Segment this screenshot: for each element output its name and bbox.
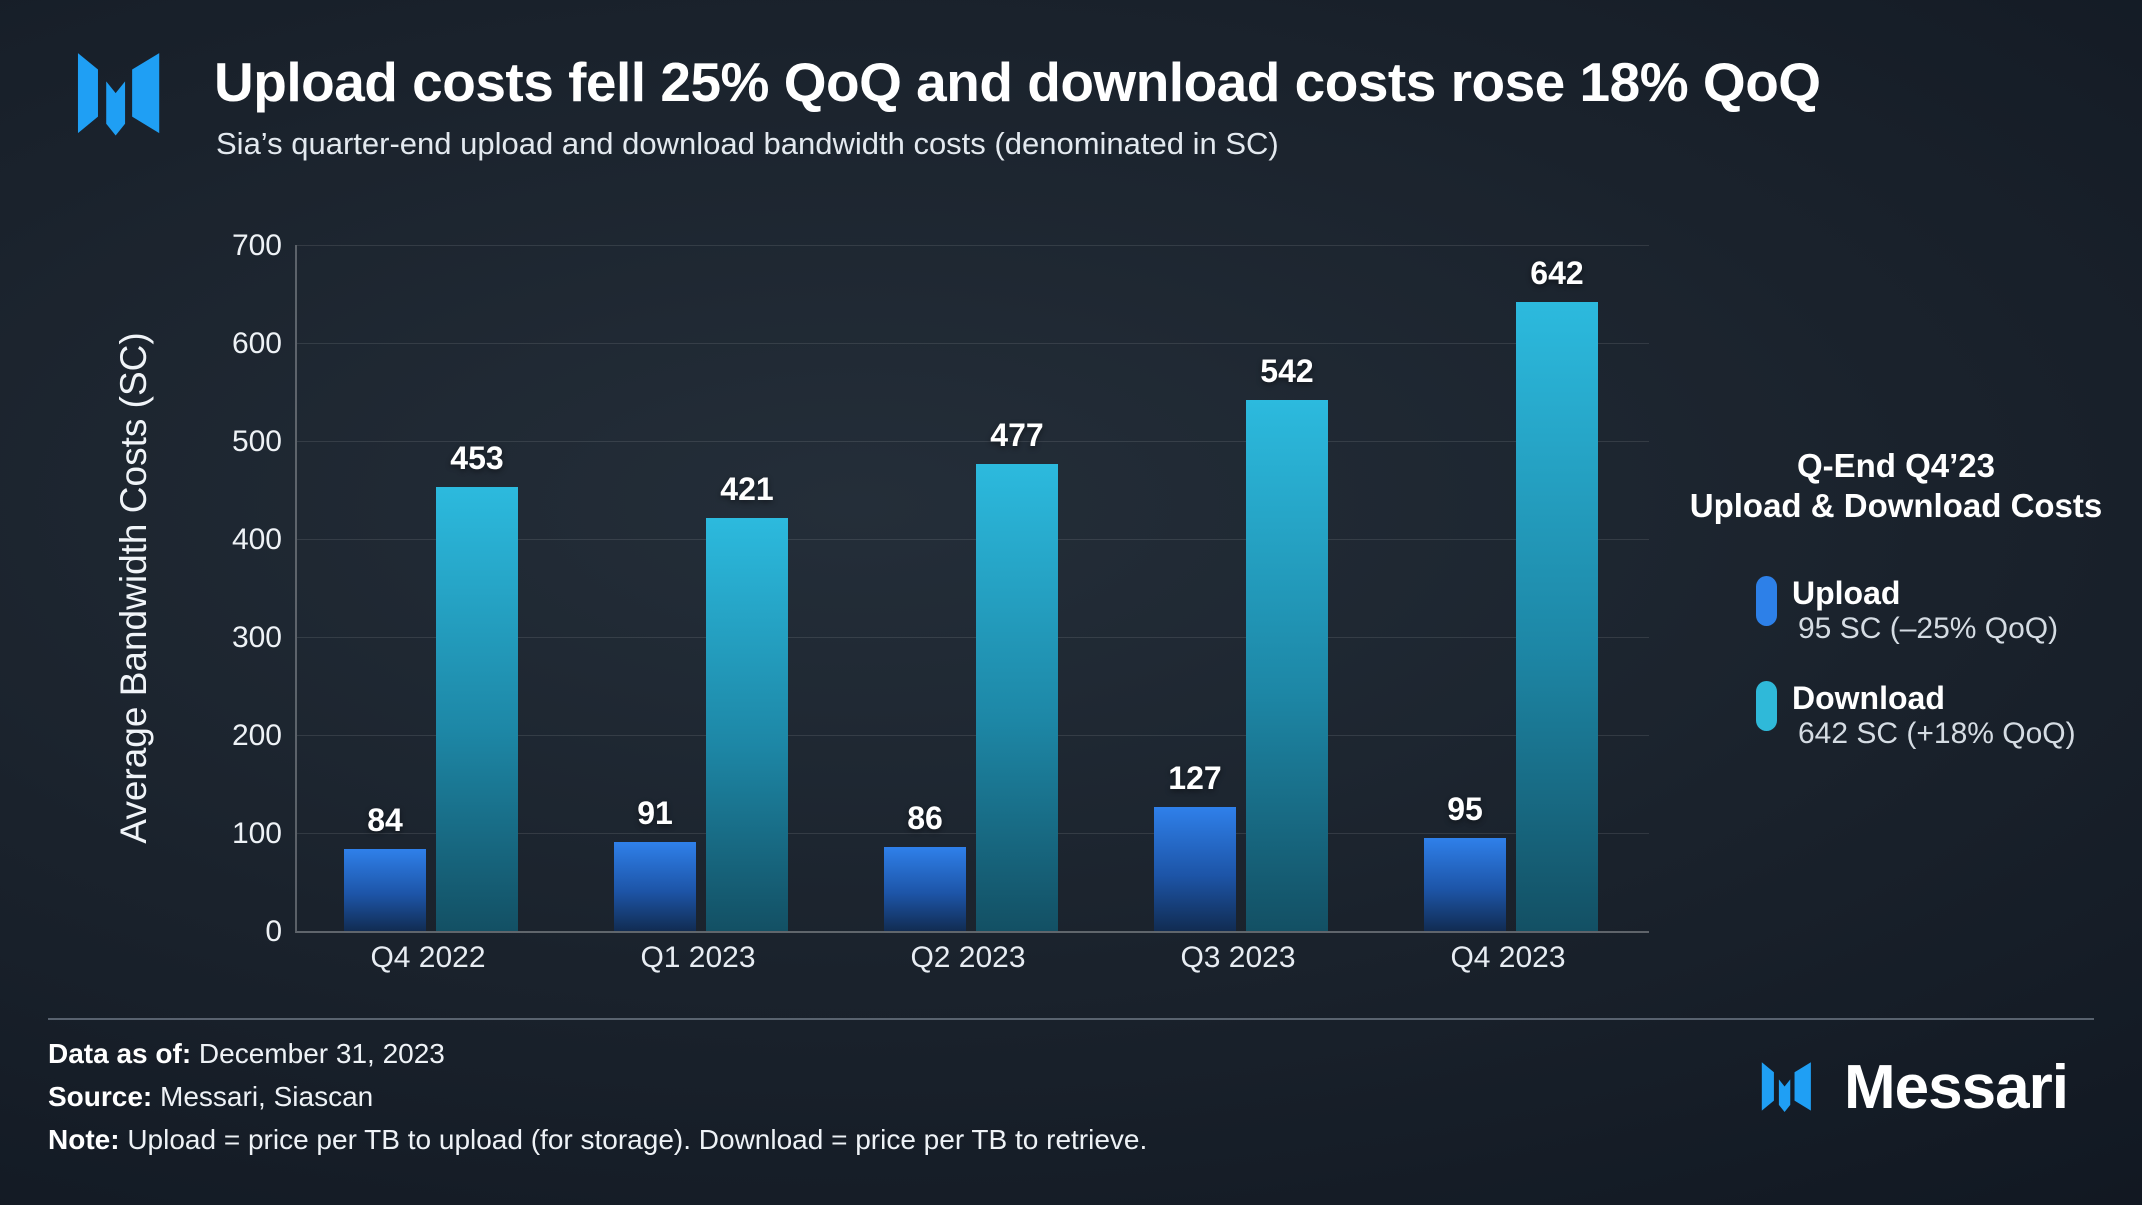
- bar-value-label: 542: [1260, 353, 1314, 389]
- data-as-of-value: December 31, 2023: [191, 1038, 445, 1069]
- bar-chart-plot-area: 84 453 91 421 86 477 127 542 95 642: [295, 245, 1649, 933]
- legend-upload-label: Upload: [1792, 575, 1901, 611]
- y-tick-label: 700: [231, 229, 282, 262]
- bar-value-label: 642: [1530, 255, 1584, 291]
- y-gridline: [297, 637, 1649, 638]
- y-tick-label: 0: [265, 915, 282, 948]
- note-label: Note:: [48, 1124, 120, 1155]
- legend-item-upload: Upload 95 SC (–25% QoQ): [1756, 576, 2058, 646]
- messari-logo-icon: [1761, 1062, 1811, 1113]
- upload-swatch-icon: [1756, 576, 1777, 626]
- x-tick-label: Q4 2023: [1450, 941, 1566, 974]
- legend-upload-detail: 95 SC (–25% QoQ): [1798, 612, 2059, 645]
- legend-item-download: Download 642 SC (+18% QoQ): [1756, 681, 2076, 751]
- y-tick-label: 100: [231, 817, 282, 850]
- bar-value-label: 127: [1168, 760, 1222, 796]
- y-tick-label: 400: [231, 523, 282, 556]
- page-title: Upload costs fell 25% QoQ and download c…: [214, 51, 1821, 113]
- footer-divider: [48, 1018, 2094, 1020]
- download-bar: [976, 464, 1058, 931]
- download-bar: [706, 518, 788, 931]
- bar-value-label: 91: [637, 795, 673, 831]
- source-line: Source: Messari, Siascan: [48, 1075, 1147, 1118]
- source-value: Messari, Siascan: [152, 1081, 374, 1112]
- y-tick-label: 300: [231, 621, 282, 654]
- download-swatch-icon: [1756, 681, 1777, 731]
- note-value: Upload = price per TB to upload (for sto…: [119, 1124, 1148, 1155]
- bar-value-label: 84: [367, 802, 403, 838]
- x-tick-label: Q3 2023: [1180, 941, 1296, 974]
- y-gridline: [297, 343, 1649, 344]
- footer-notes: Data as of: December 31, 2023 Source: Me…: [48, 1032, 1147, 1161]
- y-axis-title: Average Bandwidth Costs (SC): [113, 332, 154, 844]
- x-tick-label: Q4 2022: [370, 941, 486, 974]
- upload-bar: [1424, 838, 1506, 931]
- data-as-of-line: Data as of: December 31, 2023: [48, 1032, 1147, 1075]
- legend-download-detail: 642 SC (+18% QoQ): [1798, 717, 2076, 750]
- y-gridline: [297, 441, 1649, 442]
- legend-item-text: Download 642 SC (+18% QoQ): [1792, 681, 2076, 751]
- bar-value-label: 453: [450, 440, 504, 476]
- download-bar: [1246, 400, 1328, 931]
- upload-bar: [614, 842, 696, 931]
- x-tick-label: Q1 2023: [640, 941, 756, 974]
- legend-download-label: Download: [1792, 680, 1945, 716]
- y-tick-label: 600: [231, 327, 282, 360]
- upload-bar: [884, 847, 966, 931]
- messari-wordmark: Messari: [1844, 1053, 2069, 1122]
- note-line: Note: Upload = price per TB to upload (f…: [48, 1118, 1147, 1161]
- bar-value-label: 477: [990, 417, 1044, 453]
- upload-bar: [1154, 807, 1236, 931]
- y-tick-label: 200: [231, 719, 282, 752]
- download-bar: [1516, 302, 1598, 931]
- messari-logo-icon: [77, 53, 160, 136]
- page-subtitle: Sia’s quarter-end upload and download ba…: [216, 126, 1279, 161]
- upload-bar: [344, 849, 426, 931]
- legend-heading-line1: Q-End Q4’23: [1796, 447, 1996, 484]
- legend-heading-line2: Upload & Download Costs: [1689, 487, 2103, 524]
- x-tick-label: Q2 2023: [910, 941, 1026, 974]
- bar-value-label: 95: [1447, 791, 1483, 827]
- y-gridline: [297, 245, 1649, 246]
- download-bar: [436, 487, 518, 931]
- bar-value-label: 421: [720, 471, 774, 507]
- bar-value-label: 86: [907, 800, 943, 836]
- y-gridline: [297, 539, 1649, 540]
- y-gridline: [297, 833, 1649, 834]
- legend-item-text: Upload 95 SC (–25% QoQ): [1792, 576, 2058, 646]
- y-tick-label: 500: [231, 425, 282, 458]
- legend-heading: Q-End Q4’23 Upload & Download Costs: [1674, 446, 2118, 526]
- source-label: Source:: [48, 1081, 153, 1112]
- data-as-of-label: Data as of:: [48, 1038, 192, 1069]
- y-gridline: [297, 735, 1649, 736]
